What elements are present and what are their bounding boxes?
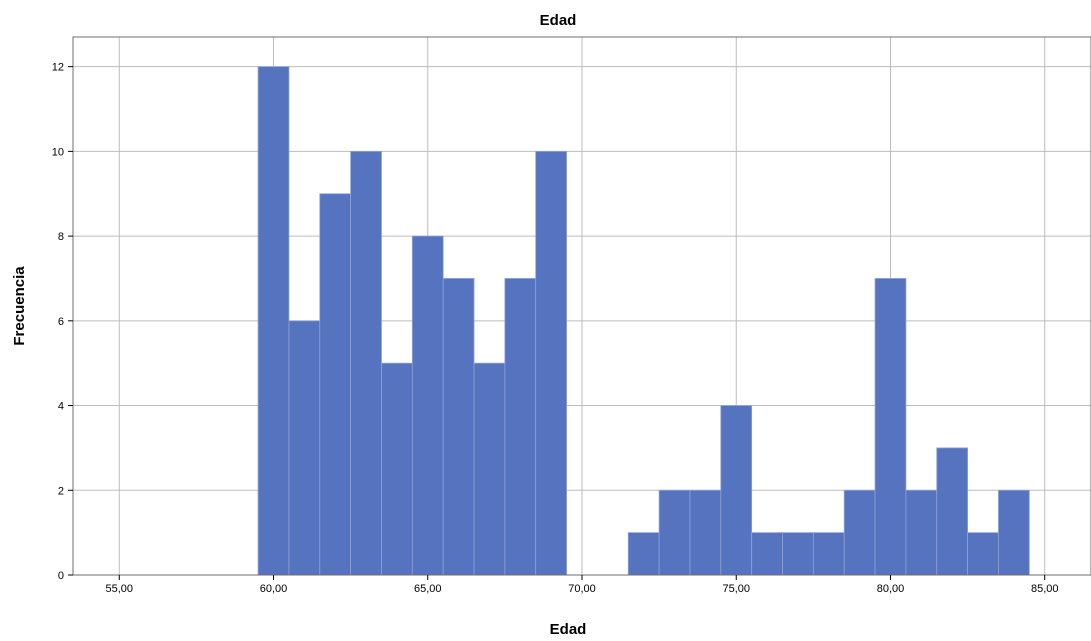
histogram-bar	[257, 66, 290, 576]
y-tick-label: 4	[58, 401, 64, 413]
histogram-bar	[350, 150, 382, 576]
histogram-bar	[782, 532, 814, 576]
histogram-bar	[411, 235, 444, 576]
histogram-bar	[442, 278, 475, 576]
y-tick-label: 2	[58, 485, 64, 497]
x-axis-label: Edad	[550, 621, 587, 638]
x-tick-label: 60,00	[260, 583, 288, 595]
histogram-bar	[905, 489, 938, 576]
histogram-bar	[751, 532, 783, 576]
y-axis-ticks: 0 2 4 6 8 10 12	[52, 62, 73, 582]
y-tick-label: 10	[52, 146, 64, 158]
y-tick-label: 12	[52, 62, 64, 74]
x-tick-label: 85,00	[1031, 583, 1059, 595]
histogram-bar	[319, 193, 352, 576]
histogram-bar	[998, 489, 1030, 576]
x-tick-label: 70,00	[568, 583, 596, 595]
y-tick-label: 0	[58, 570, 64, 582]
x-tick-label: 80,00	[877, 583, 905, 595]
y-tick-label: 8	[58, 231, 64, 243]
histogram-bar	[535, 150, 567, 576]
x-tick-label: 55,00	[106, 583, 134, 595]
chart-title: Edad	[540, 12, 577, 29]
histogram-bar	[812, 532, 845, 576]
histogram-bar	[936, 447, 969, 576]
histogram-bar	[627, 532, 660, 576]
y-tick-label: 6	[58, 316, 64, 328]
histogram-bar	[689, 489, 722, 576]
histogram-bar	[843, 489, 876, 576]
y-axis-label: Frecuencia	[11, 266, 28, 346]
histogram-bar	[288, 320, 321, 576]
x-tick-label: 75,00	[722, 583, 750, 595]
bars	[257, 66, 1030, 576]
x-tick-label: 65,00	[414, 583, 442, 595]
histogram-bar	[473, 362, 506, 576]
histogram-bar	[381, 362, 413, 576]
x-axis-ticks: 55,00 60,00 65,00 70,00 75,00 80,00 85,00	[106, 575, 1059, 595]
histogram-bar	[967, 532, 999, 576]
histogram-bar	[720, 405, 753, 576]
histogram-bar	[504, 278, 537, 576]
histogram-bar	[874, 278, 907, 576]
histogram-bar	[658, 489, 691, 576]
